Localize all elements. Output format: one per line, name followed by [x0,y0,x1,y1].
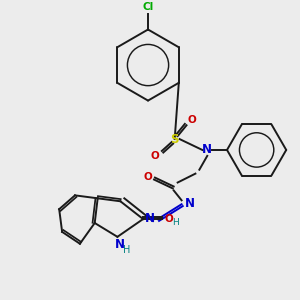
Text: N: N [184,197,194,210]
Text: N: N [145,212,155,225]
Text: N: N [202,143,212,156]
Text: O: O [187,115,196,125]
Text: O: O [164,214,173,224]
Text: Cl: Cl [142,2,154,12]
Text: S: S [170,133,179,146]
Text: H: H [123,245,130,255]
Text: O: O [144,172,152,182]
Text: H: H [172,218,179,227]
Text: O: O [151,151,159,161]
Text: N: N [114,238,124,251]
